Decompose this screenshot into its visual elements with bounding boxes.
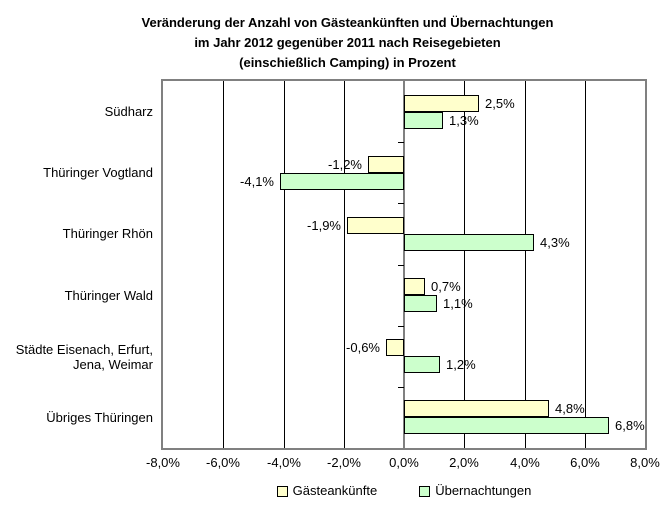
bar-value-label: 4,8% bbox=[555, 401, 585, 416]
bar-gaesteankuenfte bbox=[368, 156, 404, 173]
bar-value-label: -1,2% bbox=[328, 157, 362, 172]
legend-item-gaesteankuenfte: Gästeankünfte bbox=[276, 483, 378, 499]
category-label: Südharz bbox=[104, 104, 153, 119]
chart-title-line-2: im Jahr 2012 gegenüber 2011 nach Reisege… bbox=[194, 35, 501, 50]
category-axis-tick bbox=[398, 387, 404, 388]
bar-uebernachtungen bbox=[404, 417, 609, 434]
category-label: Thüringer Vogtland bbox=[43, 165, 153, 180]
x-axis-label: 0,0% bbox=[389, 455, 419, 470]
bar-value-label: 1,3% bbox=[449, 113, 479, 128]
x-axis-label: 8,0% bbox=[630, 455, 660, 470]
category-label: Städte Eisenach, Erfurt, Jena, Weimar bbox=[15, 341, 153, 372]
category-axis-tick bbox=[398, 203, 404, 204]
bar-gaesteankuenfte bbox=[404, 95, 479, 112]
gridline bbox=[223, 81, 224, 448]
category-label: Übriges Thüringen bbox=[46, 410, 153, 425]
chart-title-line-3: (einschießlich Camping) in Prozent bbox=[239, 55, 456, 70]
category-label: Thüringer Wald bbox=[64, 288, 153, 303]
x-axis-label: 4,0% bbox=[510, 455, 540, 470]
gridline bbox=[525, 81, 526, 448]
bar-value-label: 4,3% bbox=[540, 235, 570, 250]
x-axis-label: -4,0% bbox=[267, 455, 301, 470]
legend-label: Gästeankünfte bbox=[292, 483, 378, 498]
category-axis-tick bbox=[398, 326, 404, 327]
bar-value-label: 1,2% bbox=[446, 357, 476, 372]
legend-swatch-icon bbox=[276, 485, 288, 497]
bar-value-label: -1,9% bbox=[307, 218, 341, 233]
category-label: Thüringer Rhön bbox=[62, 226, 153, 241]
x-axis-label: -2,0% bbox=[327, 455, 361, 470]
bar-gaesteankuenfte bbox=[386, 339, 404, 356]
chart-title: Veränderung der Anzahl von Gästeankünfte… bbox=[25, 13, 668, 73]
gridline bbox=[585, 81, 586, 448]
zero-axis-line bbox=[403, 81, 405, 448]
bar-value-label: -0,6% bbox=[346, 340, 380, 355]
legend-item-uebernachtungen: Übernachtungen bbox=[419, 483, 531, 499]
x-axis-label: -6,0% bbox=[206, 455, 240, 470]
gridline bbox=[464, 81, 465, 448]
bar-uebernachtungen bbox=[404, 112, 443, 129]
legend-swatch-icon bbox=[419, 485, 431, 497]
category-axis-tick bbox=[398, 142, 404, 143]
bar-uebernachtungen bbox=[280, 173, 404, 190]
bar-gaesteankuenfte bbox=[347, 217, 404, 234]
bar-value-label: -4,1% bbox=[240, 174, 274, 189]
bar-gaesteankuenfte bbox=[404, 278, 425, 295]
chart-title-line-1: Veränderung der Anzahl von Gästeankünfte… bbox=[141, 15, 554, 30]
bar-uebernachtungen bbox=[404, 295, 437, 312]
plot-area: 2,5% 1,3% -1,2% -4,1% -1,9% 4,3% 0,7% 1,1% -0,6%… bbox=[161, 79, 647, 450]
x-axis-label: 2,0% bbox=[449, 455, 479, 470]
gridline bbox=[344, 81, 345, 448]
x-axis-label: -8,0% bbox=[146, 455, 180, 470]
bar-value-label: 0,7% bbox=[431, 279, 461, 294]
legend: Gästeankünfte Übernachtungen bbox=[161, 482, 647, 500]
bar-uebernachtungen bbox=[404, 234, 534, 251]
x-axis-label: 6,0% bbox=[570, 455, 600, 470]
category-axis-tick bbox=[398, 265, 404, 266]
legend-label: Übernachtungen bbox=[435, 483, 532, 498]
bar-value-label: 1,1% bbox=[443, 296, 473, 311]
gridline bbox=[284, 81, 285, 448]
bar-gaesteankuenfte bbox=[404, 400, 549, 417]
bar-value-label: 6,8% bbox=[615, 418, 645, 433]
bar-value-label: 2,5% bbox=[485, 96, 515, 111]
bar-uebernachtungen bbox=[404, 356, 440, 373]
